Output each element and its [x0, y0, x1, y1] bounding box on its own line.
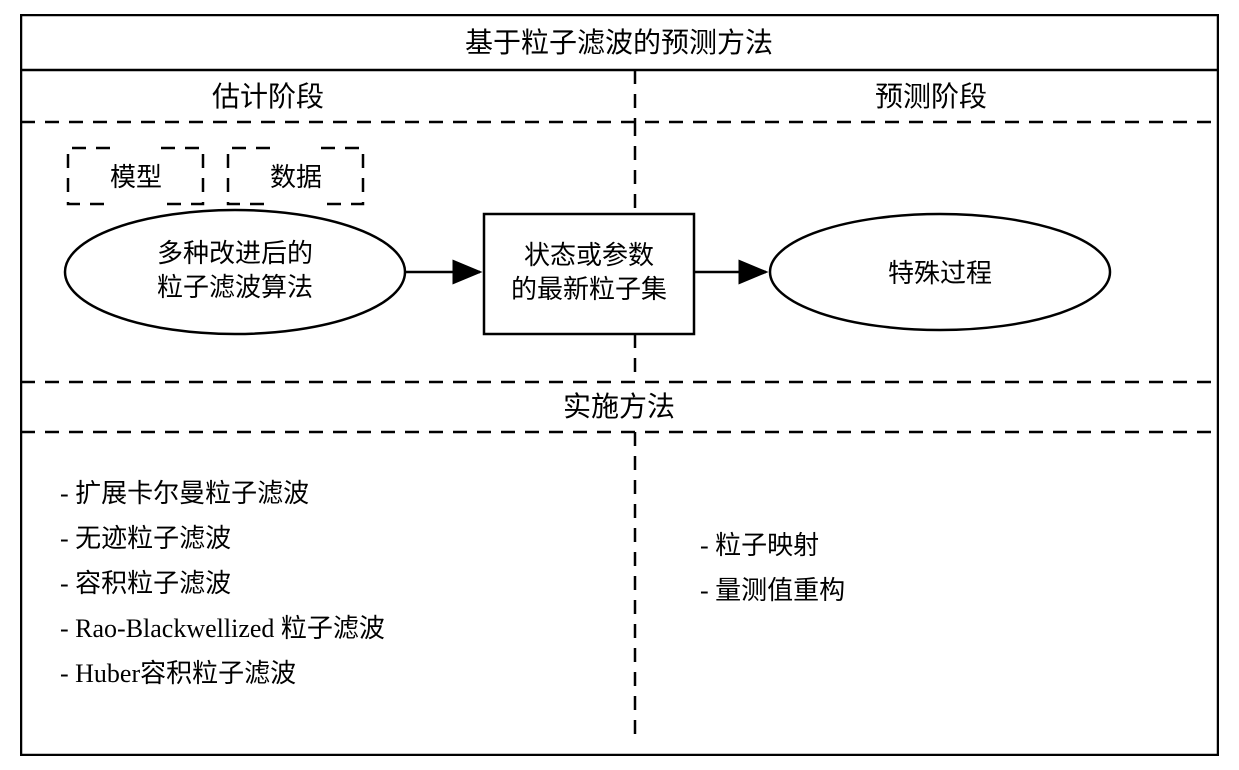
- estimation-phase-label: 估计阶段: [212, 81, 324, 113]
- particle-set-node: [484, 214, 694, 334]
- model-label: 模型: [110, 163, 162, 192]
- pred-method-0: - 粒子映射: [700, 531, 819, 560]
- est-method-0: - 扩展卡尔曼粒子滤波: [60, 479, 309, 508]
- implementation-label: 实施方法: [563, 391, 675, 423]
- prediction-phase-label: 预测阶段: [875, 81, 987, 113]
- est-method-1: - 无迹粒子滤波: [60, 524, 231, 553]
- algorithms-node: [65, 210, 405, 334]
- algorithms-line1: 多种改进后的: [157, 239, 313, 268]
- special-process-line1: 特殊过程: [888, 259, 992, 288]
- diagram-title: 基于粒子滤波的预测方法: [465, 27, 773, 59]
- pred-method-1: - 量测值重构: [700, 576, 845, 605]
- particle-filter-diagram: 基于粒子滤波的预测方法 估计阶段 预测阶段 模型 数据 多种改进后的 粒子滤波算…: [20, 14, 1219, 756]
- est-method-3: - Rao-Blackwellized 粒子滤波: [60, 614, 385, 643]
- particle-set-line2: 的最新粒子集: [511, 275, 667, 304]
- outer-border: [21, 15, 1218, 755]
- est-method-2: - 容积粒子滤波: [60, 569, 231, 598]
- data-label: 数据: [270, 163, 322, 192]
- est-method-4: - Huber容积粒子滤波: [60, 659, 296, 688]
- particle-set-line1: 状态或参数: [524, 241, 654, 270]
- algorithms-line2: 粒子滤波算法: [157, 273, 313, 302]
